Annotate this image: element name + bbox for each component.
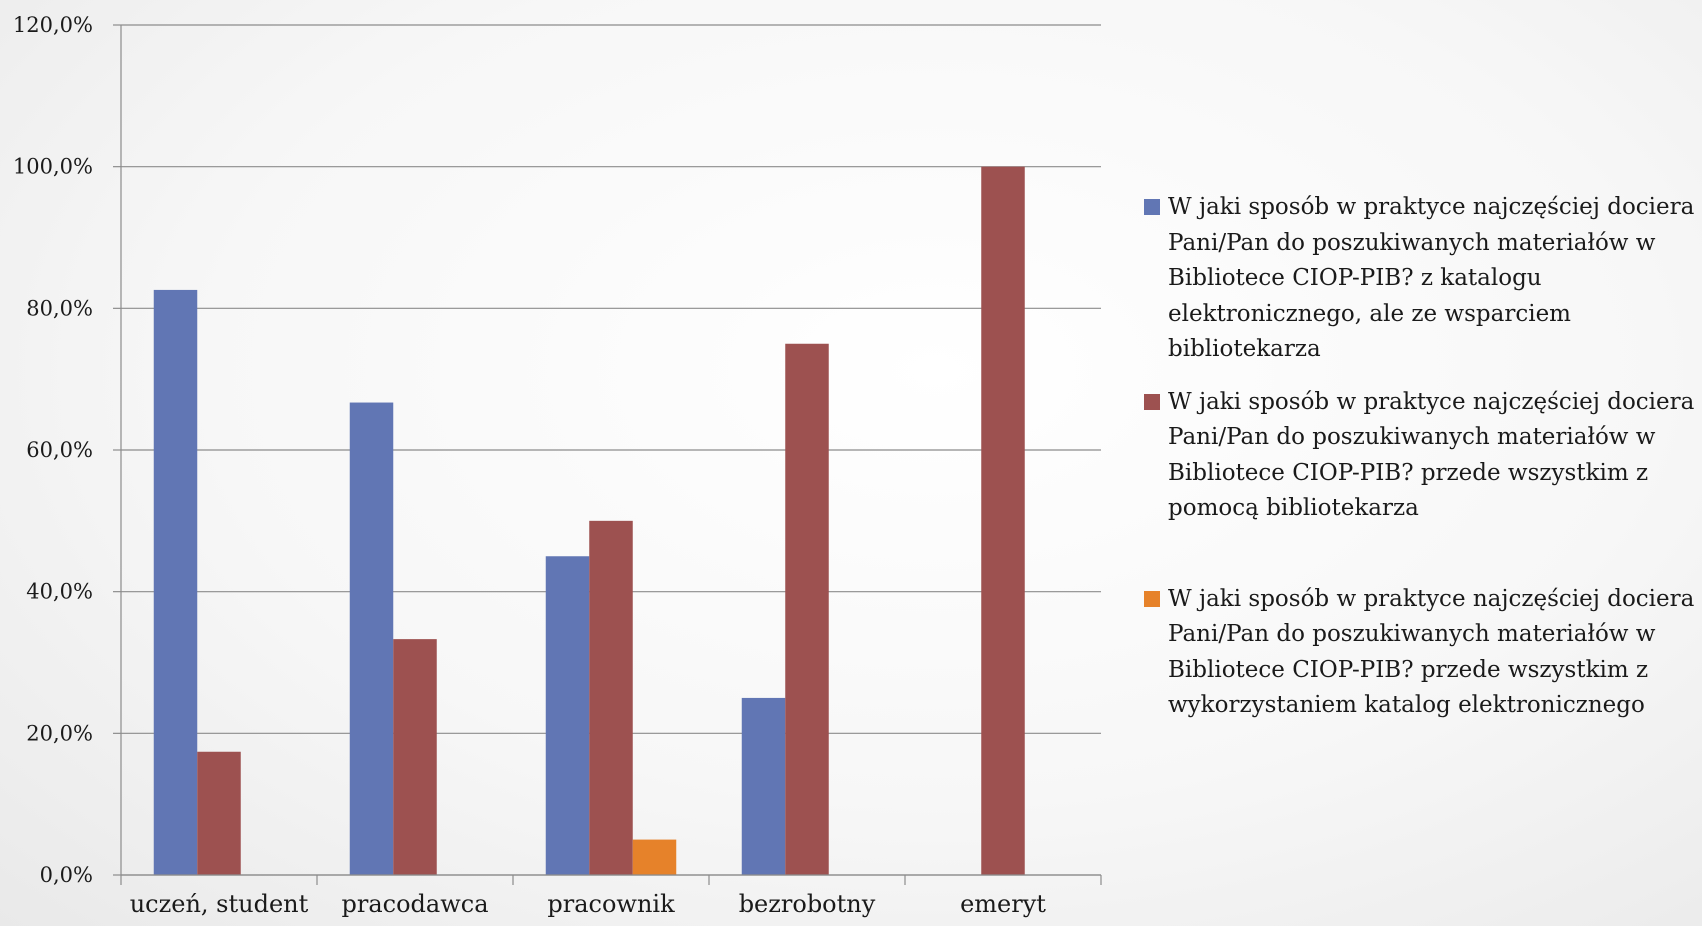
bar bbox=[589, 520, 633, 875]
legend-item: W jaki sposób w praktyce najczęściej doc… bbox=[1144, 582, 1700, 724]
bar bbox=[393, 639, 437, 875]
legend-swatch bbox=[1144, 199, 1160, 215]
bar bbox=[153, 289, 198, 876]
bars bbox=[153, 166, 1025, 876]
bar bbox=[785, 343, 829, 875]
y-axis-tick-labels: 0,0% 20,0% 40,0% 60,0% 80,0% 100,0% 120,0% bbox=[13, 13, 93, 887]
legend: W jaki sposób w praktyce najczęściej doc… bbox=[1144, 190, 1700, 724]
legend-item: W jaki sposób w praktyce najczęściej doc… bbox=[1144, 190, 1700, 368]
x-category-label: bezrobotny bbox=[739, 890, 876, 918]
y-tick-label: 20,0% bbox=[26, 721, 93, 745]
y-tick-label: 0,0% bbox=[40, 863, 93, 887]
legend-swatch bbox=[1144, 393, 1160, 410]
bar bbox=[981, 166, 1025, 875]
bar bbox=[632, 839, 677, 875]
y-tick-label: 60,0% bbox=[26, 438, 93, 462]
legend-label: W jaki sposób w praktyce najczęściej doc… bbox=[1168, 388, 1695, 522]
legend-item: W jaki sposób w praktyce najczęściej doc… bbox=[1144, 385, 1700, 527]
legend-label: W jaki sposób w praktyce najczęściej doc… bbox=[1168, 585, 1695, 719]
x-category-label: emeryt bbox=[960, 890, 1046, 918]
x-axis-category-labels: uczeń, student pracodawca pracownik bezrobo… bbox=[130, 890, 1047, 918]
axes bbox=[113, 24, 1102, 885]
y-tick-label: 120,0% bbox=[13, 13, 93, 37]
bar bbox=[349, 402, 394, 875]
y-tick-label: 100,0% bbox=[13, 155, 93, 179]
bar bbox=[545, 556, 590, 875]
y-tick-label: 80,0% bbox=[26, 296, 93, 320]
legend-label: W jaki sposób w praktyce najczęściej doc… bbox=[1168, 194, 1695, 362]
y-tick-label: 40,0% bbox=[26, 580, 93, 604]
bar bbox=[741, 697, 786, 875]
bar bbox=[197, 751, 241, 875]
x-category-label: pracownik bbox=[547, 890, 675, 918]
legend-swatch bbox=[1144, 590, 1160, 607]
x-category-label: pracodawca bbox=[342, 890, 489, 918]
x-category-label: uczeń, student bbox=[130, 890, 309, 918]
